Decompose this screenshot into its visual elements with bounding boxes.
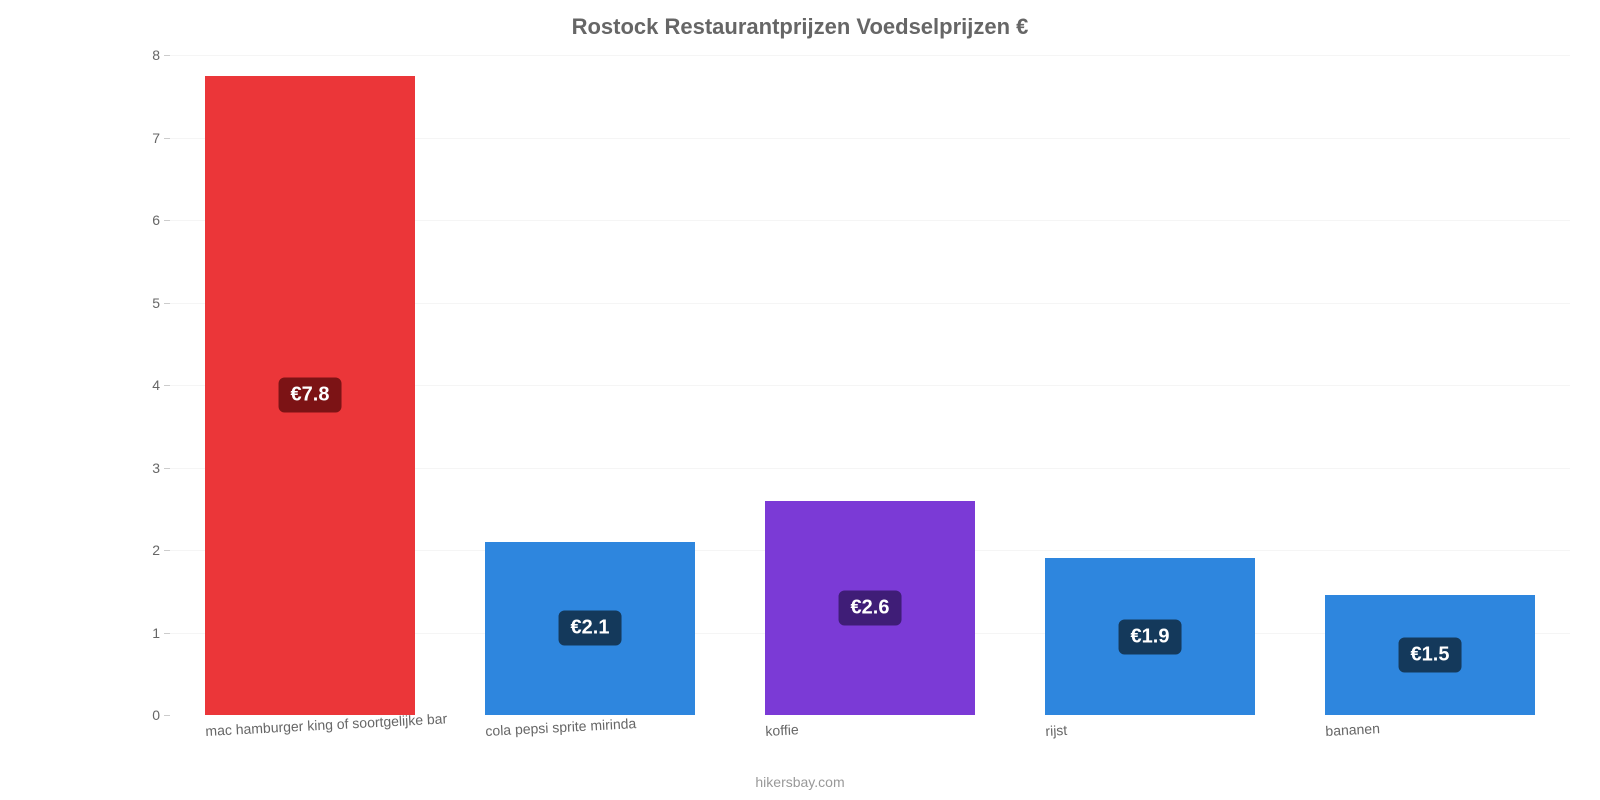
y-tick-label: 2	[152, 542, 160, 558]
gridline	[170, 55, 1570, 56]
y-tick-label: 0	[152, 707, 160, 723]
bar-value-badge: €7.8	[279, 378, 342, 413]
bar-value-badge: €1.9	[1119, 619, 1182, 654]
y-tick-label: 8	[152, 47, 160, 63]
bar: €1.9	[1045, 558, 1255, 715]
y-tick-label: 7	[152, 130, 160, 146]
bar: €7.8	[205, 76, 415, 715]
bar: €2.6	[765, 501, 975, 716]
y-tick-mark	[164, 385, 170, 386]
x-category-label: cola pepsi sprite mirinda	[485, 715, 637, 739]
bar-value-badge: €1.5	[1399, 638, 1462, 673]
y-tick-mark	[164, 138, 170, 139]
x-category-label: koffie	[765, 721, 799, 739]
y-tick-mark	[164, 633, 170, 634]
chart-attribution: hikersbay.com	[0, 774, 1600, 790]
bar-value-badge: €2.1	[559, 611, 622, 646]
y-tick-mark	[164, 303, 170, 304]
y-tick-mark	[164, 715, 170, 716]
y-tick-mark	[164, 220, 170, 221]
y-tick-label: 6	[152, 212, 160, 228]
y-tick-mark	[164, 468, 170, 469]
y-tick-label: 3	[152, 460, 160, 476]
plot-area: 012345678€7.8mac hamburger king of soort…	[170, 55, 1570, 715]
y-tick-label: 4	[152, 377, 160, 393]
y-tick-mark	[164, 550, 170, 551]
y-tick-label: 1	[152, 625, 160, 641]
y-tick-mark	[164, 55, 170, 56]
x-category-label: bananen	[1325, 720, 1380, 739]
x-category-label: rijst	[1045, 722, 1068, 739]
price-bar-chart: Rostock Restaurantprijzen Voedselprijzen…	[0, 0, 1600, 800]
bar-value-badge: €2.6	[839, 590, 902, 625]
bar: €2.1	[485, 542, 695, 715]
chart-title: Rostock Restaurantprijzen Voedselprijzen…	[0, 14, 1600, 40]
bar: €1.5	[1325, 595, 1535, 715]
y-tick-label: 5	[152, 295, 160, 311]
